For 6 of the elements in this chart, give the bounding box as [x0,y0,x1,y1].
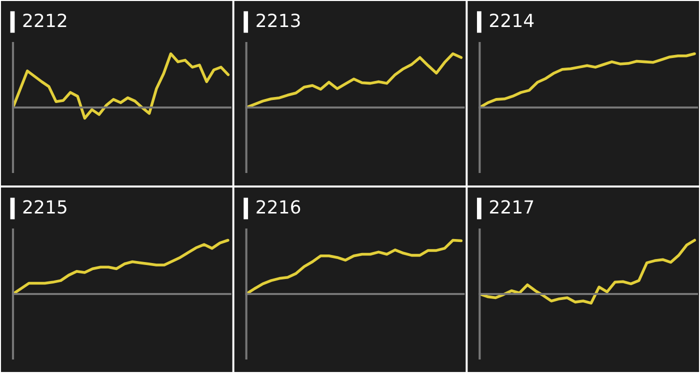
chart-title: 2214 [490,14,534,27]
chart-title: 2216 [256,200,300,214]
chart-title: 2217 [490,200,534,214]
chart-title: 2215 [23,200,66,214]
chart-title: 2213 [256,14,300,28]
chart-title: 2212 [23,14,66,27]
